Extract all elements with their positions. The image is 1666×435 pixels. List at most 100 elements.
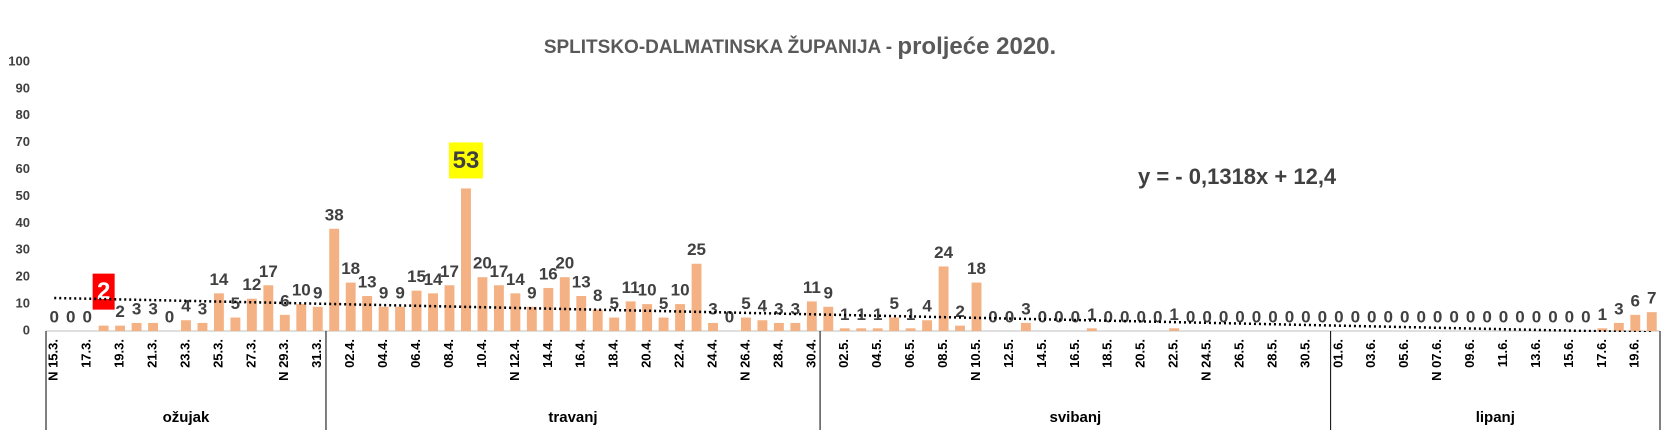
bar xyxy=(609,317,620,331)
bar xyxy=(246,298,257,331)
bar xyxy=(362,296,373,331)
x-tick-label: 21.3. xyxy=(144,339,159,368)
bar xyxy=(98,325,109,331)
x-tick-label: 26.5. xyxy=(1231,339,1246,368)
x-tick-label: 06.5. xyxy=(902,339,917,368)
value-label: 0 xyxy=(1202,307,1211,326)
x-tick-label: 01.6. xyxy=(1330,339,1345,368)
value-label: 0 xyxy=(1136,307,1145,326)
bar xyxy=(131,322,142,331)
y-tick-label: 30 xyxy=(16,242,30,257)
x-tick-label: N 29.3. xyxy=(276,339,291,381)
bar xyxy=(1630,314,1641,331)
bar xyxy=(625,301,636,331)
bar xyxy=(1597,328,1608,331)
value-label: 0 xyxy=(1482,307,1491,326)
value-label: 0 xyxy=(1301,307,1310,326)
value-label: 0 xyxy=(82,307,91,326)
bar xyxy=(115,325,126,331)
value-label: 0 xyxy=(725,307,734,326)
value-label: 20 xyxy=(555,254,574,273)
bar xyxy=(312,306,323,331)
group-label: svibanj xyxy=(1049,409,1101,426)
value-label: 0 xyxy=(1351,307,1360,326)
bar xyxy=(592,309,603,331)
bar xyxy=(444,285,455,331)
x-tick-label: 08.4. xyxy=(441,339,456,368)
value-label: 1 xyxy=(1169,305,1178,324)
bar xyxy=(279,314,290,331)
value-label: 0 xyxy=(1499,307,1508,326)
value-label: 9 xyxy=(379,283,388,302)
bar xyxy=(905,328,916,331)
x-tick-label: 17.6. xyxy=(1594,339,1609,368)
value-label: 13 xyxy=(358,273,377,292)
bar xyxy=(1020,322,1031,331)
bar xyxy=(559,277,570,331)
x-tick-label: 10.4. xyxy=(474,339,489,368)
value-label: 0 xyxy=(1104,307,1113,326)
y-tick-label: 100 xyxy=(8,53,30,68)
value-label: 11 xyxy=(803,278,821,297)
value-label: 0 xyxy=(1449,307,1458,326)
x-tick-label: 13.6. xyxy=(1528,339,1543,368)
bar xyxy=(329,228,340,331)
value-label: 0 xyxy=(1466,307,1475,326)
x-tick-label: 19.6. xyxy=(1627,339,1642,368)
value-label: 24 xyxy=(934,243,953,262)
value-label: 0 xyxy=(1400,307,1409,326)
bar xyxy=(345,282,356,331)
value-label: 10 xyxy=(638,281,657,300)
bar xyxy=(197,322,208,331)
bar xyxy=(790,322,801,331)
y-tick-label: 10 xyxy=(16,296,30,311)
value-label: 15 xyxy=(407,267,426,286)
bar xyxy=(1169,328,1180,331)
bar xyxy=(378,306,389,331)
bar xyxy=(395,306,406,331)
value-label: 0 xyxy=(1252,307,1261,326)
x-tick-label: 14.5. xyxy=(1034,339,1049,368)
value-label: 6 xyxy=(1631,291,1640,310)
bar xyxy=(889,317,900,331)
x-tick-label: 19.3. xyxy=(112,339,127,368)
bar xyxy=(493,285,504,331)
value-label: 9 xyxy=(395,283,404,302)
bar xyxy=(658,317,669,331)
bar xyxy=(296,304,307,331)
value-label: 0 xyxy=(1515,307,1524,326)
y-tick-label: 40 xyxy=(16,215,30,230)
x-tick-label: 15.6. xyxy=(1561,339,1576,368)
value-label: 3 xyxy=(791,299,800,318)
value-label: 0 xyxy=(1318,307,1327,326)
bar xyxy=(411,290,422,331)
value-label: 3 xyxy=(708,299,717,318)
x-tick-label: 06.4. xyxy=(408,339,423,368)
x-tick-label: 22.4. xyxy=(672,339,687,368)
x-tick-label: N 26.4. xyxy=(737,339,752,381)
value-label: 0 xyxy=(1565,307,1574,326)
value-label: 17 xyxy=(440,262,459,281)
value-label: 9 xyxy=(824,283,833,302)
value-label: 0 xyxy=(1235,307,1244,326)
value-label: 0 xyxy=(1005,307,1014,326)
x-tick-label: N 15.3. xyxy=(46,339,61,381)
value-label: 1 xyxy=(906,305,915,324)
value-label: 0 xyxy=(1334,307,1343,326)
value-label: 3 xyxy=(198,299,207,318)
x-tick-label: 16.4. xyxy=(573,339,588,368)
x-tick-label: 30.4. xyxy=(803,339,818,368)
value-label: 10 xyxy=(292,281,311,300)
value-label: 3 xyxy=(1614,299,1623,318)
value-label: 18 xyxy=(341,259,360,278)
bar xyxy=(213,293,224,331)
value-label: 1 xyxy=(1598,305,1607,324)
bar xyxy=(938,266,949,331)
bar xyxy=(428,293,438,331)
value-label: 2 xyxy=(97,278,110,305)
trendline xyxy=(54,296,1652,332)
bar xyxy=(806,301,817,331)
value-label: 3 xyxy=(774,299,783,318)
x-tick-label: 22.5. xyxy=(1166,339,1181,368)
value-label: 9 xyxy=(313,283,322,302)
